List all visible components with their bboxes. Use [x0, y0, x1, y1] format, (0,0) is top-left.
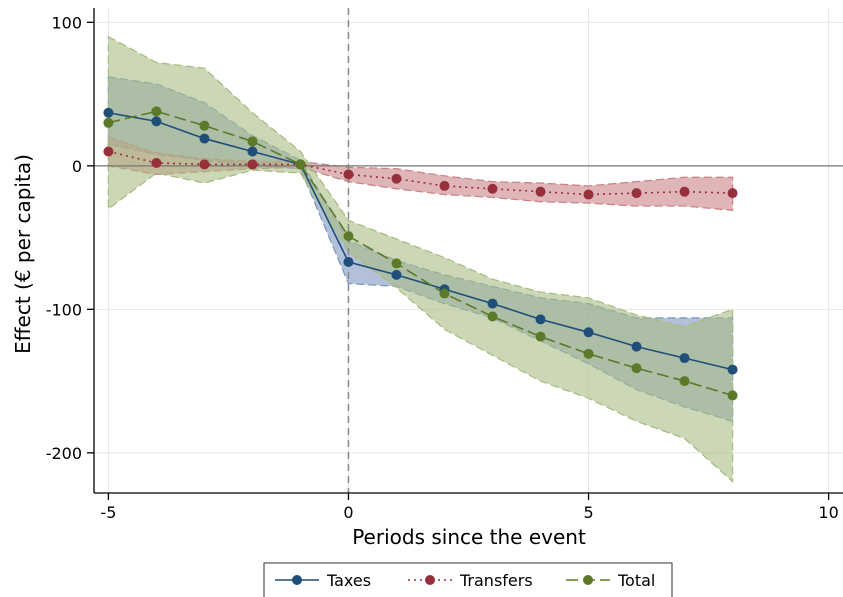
axes: 100 0 -100 -200 -5 0 5 10	[46, 8, 843, 522]
taxes-point	[391, 269, 402, 280]
y-tick-label: 0	[72, 157, 82, 176]
legend-total-marker	[583, 575, 593, 585]
total-point	[631, 363, 642, 374]
x-axis-title: Periods since the event	[352, 525, 586, 549]
legend-total-label: Total	[617, 571, 655, 590]
taxes-point	[727, 364, 738, 375]
legend-transfers-label: Transfers	[459, 571, 533, 590]
total-point	[151, 106, 162, 117]
transfers-point	[583, 189, 594, 200]
taxes-point	[631, 341, 642, 352]
taxes-point	[343, 256, 354, 267]
taxes-point	[583, 327, 594, 338]
transfers-point	[727, 188, 738, 199]
transfers-point	[487, 183, 498, 194]
total-confidence-band	[107, 35, 734, 483]
reference-lines	[94, 8, 843, 493]
transfers-point	[151, 157, 162, 168]
legend-taxes-marker	[292, 575, 302, 585]
total-line	[108, 110, 733, 397]
total-point	[103, 117, 114, 128]
x-tick-label: 10	[818, 503, 838, 522]
series-points	[103, 106, 738, 401]
transfers-point	[535, 186, 546, 197]
transfers-point	[199, 159, 210, 170]
legend: Taxes Transfers Total	[263, 562, 673, 597]
taxes-point	[247, 146, 258, 157]
series-lines	[108, 110, 733, 397]
total-point	[391, 258, 402, 269]
taxes-line	[108, 111, 733, 371]
taxes-point	[679, 353, 690, 364]
total-point	[727, 390, 738, 401]
x-tick-label: -5	[100, 503, 116, 522]
total-point	[487, 311, 498, 322]
transfers-line	[108, 150, 733, 196]
total-point	[679, 376, 690, 387]
total-point	[535, 331, 546, 342]
x-tick-label: 5	[583, 503, 593, 522]
transfers-point	[247, 159, 258, 170]
transfers-confidence-band	[107, 136, 734, 212]
total-point	[199, 120, 210, 131]
legend-taxes-label: Taxes	[326, 571, 371, 590]
y-axis-title: Effect (€ per capita)	[11, 154, 35, 354]
total-point	[439, 288, 450, 299]
transfers-point	[679, 186, 690, 197]
total-point	[295, 159, 306, 170]
transfers-point	[631, 188, 642, 199]
y-tick-label: 100	[51, 13, 82, 32]
total-point	[247, 136, 258, 147]
y-tick-label: -100	[46, 300, 82, 319]
total-point	[343, 231, 354, 242]
transfers-point	[439, 180, 450, 191]
taxes-point	[199, 133, 210, 144]
taxes-point	[151, 116, 162, 127]
transfers-point	[103, 146, 114, 157]
x-tick-label: 0	[343, 503, 353, 522]
y-tick-label: -200	[46, 444, 82, 463]
taxes-point	[487, 298, 498, 309]
transfers-point	[343, 169, 354, 180]
confidence-bands	[107, 35, 734, 483]
taxes-point	[103, 107, 114, 118]
legend-transfers-marker	[425, 575, 435, 585]
total-point	[583, 348, 594, 359]
taxes-point	[535, 314, 546, 325]
transfers-point	[391, 173, 402, 184]
